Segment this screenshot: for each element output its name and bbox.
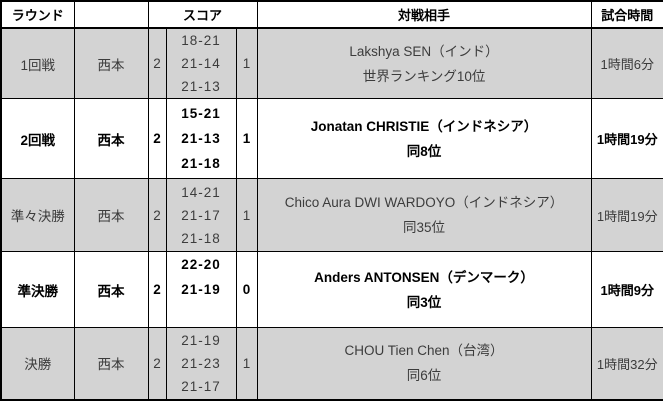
round-cell: 決勝	[0, 327, 75, 400]
games-lost-cell: 1	[235, 178, 258, 252]
set-score: 21-13	[181, 131, 221, 146]
opponent-rank: 世界ランキング10位	[362, 68, 486, 84]
games-lost-cell: 1	[235, 27, 258, 99]
set-score: 21-19	[181, 282, 221, 297]
set-score: 22-20	[181, 257, 221, 272]
player-cell: 西本	[73, 251, 149, 328]
opponent-rank: 同6位	[406, 368, 442, 384]
opponent-name: CHOU Tien Chen（台湾）	[344, 343, 504, 359]
duration-cell: 1時間19分	[590, 178, 663, 252]
opponent-cell: Chico Aura DWI WARDOYO（インドネシア） 同35位	[256, 178, 592, 252]
opponent-name: Lakshya SEN（インド）	[349, 43, 499, 59]
opponent-cell: Anders ANTONSEN（デンマーク） 同3位	[256, 251, 592, 328]
round-cell: 準々決勝	[0, 178, 75, 252]
games-won-cell: 2	[147, 98, 167, 179]
games-lost-cell: 1	[235, 98, 258, 179]
opponent-cell: Lakshya SEN（インド） 世界ランキング10位	[256, 27, 592, 99]
table-row-quarterfinal: 準々決勝 西本 2 14-21 21-17 21-18 1 Chico Aura…	[0, 178, 663, 252]
player-cell: 西本	[73, 327, 149, 400]
set-score: 15-21	[181, 106, 221, 121]
opponent-rank: 同8位	[406, 143, 442, 159]
round-cell: 2回戦	[0, 98, 75, 179]
set-score: 21-13	[181, 79, 221, 94]
round-cell: 1回戦	[0, 27, 75, 99]
opponent-cell: CHOU Tien Chen（台湾） 同6位	[256, 327, 592, 400]
set-scores-cell: 18-21 21-14 21-13	[165, 27, 237, 99]
games-won-cell: 2	[147, 327, 167, 400]
set-score: 21-17	[181, 378, 221, 394]
header-duration: 試合時間	[590, 0, 663, 29]
set-score: 21-18	[181, 230, 221, 246]
set-score: 21-18	[181, 156, 221, 171]
set-scores-cell: 15-21 21-13 21-18	[165, 98, 237, 179]
opponent-cell: Jonatan CHRISTIE（インドネシア） 同8位	[256, 98, 592, 179]
opponent-name: Jonatan CHRISTIE（インドネシア）	[310, 118, 538, 134]
duration-cell: 1時間19分	[590, 98, 663, 179]
table-row-final: 決勝 西本 2 21-19 21-23 21-17 1 CHOU Tien Ch…	[0, 327, 663, 400]
set-score: 21-17	[181, 207, 221, 223]
set-score: 21-19	[181, 332, 221, 348]
set-score: 18-21	[181, 33, 221, 48]
table-row-round1: 1回戦 西本 2 18-21 21-14 21-13 1 Lakshya SEN…	[0, 27, 663, 99]
set-score: 21-14	[181, 56, 221, 71]
player-cell: 西本	[73, 27, 149, 99]
games-won-cell: 2	[147, 27, 167, 99]
set-score: 21-23	[181, 355, 221, 371]
player-cell: 西本	[73, 98, 149, 179]
set-scores-cell: 14-21 21-17 21-18	[165, 178, 237, 252]
games-won-cell: 2	[147, 251, 167, 328]
duration-cell: 1時間9分	[590, 251, 663, 328]
games-lost-cell: 0	[235, 251, 258, 328]
opponent-rank: 同35位	[403, 220, 446, 235]
set-score	[167, 302, 235, 327]
games-lost-cell: 1	[235, 327, 258, 400]
header-row: ラウンド スコア 対戦相手 試合時間	[0, 0, 663, 29]
header-player-cell	[73, 0, 149, 29]
header-score: スコア	[147, 0, 258, 29]
header-round: ラウンド	[0, 0, 75, 29]
table-row-semifinal: 準決勝 西本 2 22-20 21-19 0 Anders ANTONSEN（デ…	[0, 251, 663, 328]
player-cell: 西本	[73, 178, 149, 252]
set-scores-cell: 21-19 21-23 21-17	[165, 327, 237, 400]
round-cell: 準決勝	[0, 251, 75, 328]
games-won-cell: 2	[147, 178, 167, 252]
opponent-name: Chico Aura DWI WARDOYO（インドネシア）	[284, 195, 564, 210]
set-score: 14-21	[181, 184, 221, 200]
table-row-round2: 2回戦 西本 2 15-21 21-13 21-18 1 Jonatan CHR…	[0, 98, 663, 179]
opponent-name: Anders ANTONSEN（デンマーク）	[314, 269, 534, 285]
duration-cell: 1時間32分	[590, 327, 663, 400]
header-opponent: 対戦相手	[256, 0, 592, 29]
set-scores-cell: 22-20 21-19	[165, 251, 237, 328]
opponent-rank: 同3位	[406, 294, 442, 310]
duration-cell: 1時間6分	[590, 27, 663, 99]
